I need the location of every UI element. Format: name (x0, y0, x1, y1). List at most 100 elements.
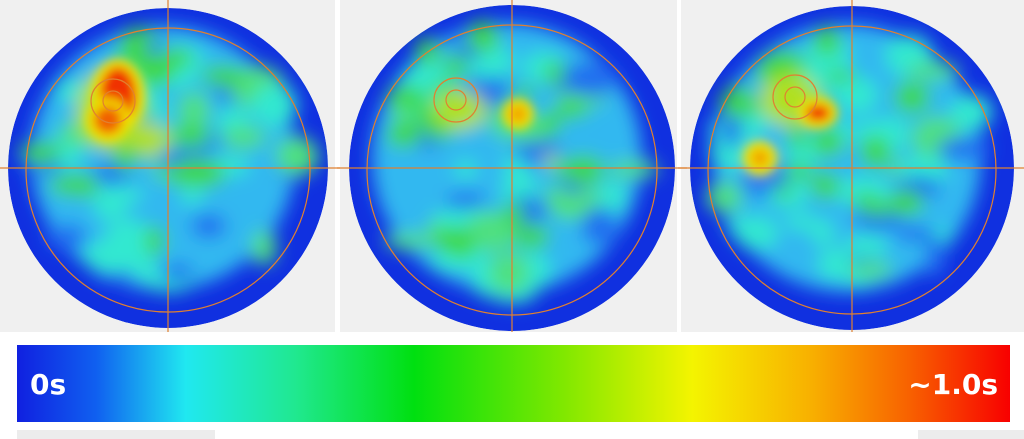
heat-blob (895, 225, 935, 243)
heat-blob (386, 122, 422, 148)
heat-blob (835, 76, 878, 114)
heat-blob (775, 184, 793, 199)
heat-blob (824, 70, 856, 83)
heat-blob (906, 62, 960, 80)
heat-blob (561, 155, 605, 185)
heat-blob (813, 25, 841, 56)
heatmap (349, 5, 675, 331)
heat-blob (817, 247, 853, 281)
heat-blob (466, 21, 499, 53)
heat-blob (145, 225, 165, 257)
heat-blob (502, 202, 525, 227)
heat-blob (19, 142, 63, 162)
heat-blob (386, 85, 425, 108)
heat-blob (543, 110, 561, 138)
heat-blob (861, 201, 895, 217)
heat-blob (744, 112, 770, 132)
target-ring (445, 89, 467, 111)
guide-circle (25, 27, 311, 313)
heat-blob (180, 186, 205, 205)
overlay (678, 0, 1024, 332)
bottom-strip (918, 430, 1024, 439)
heat-blob (384, 232, 433, 250)
heat-blob (554, 102, 588, 119)
target-ring (784, 86, 806, 108)
heat-blob (607, 160, 660, 178)
heat-blob (811, 219, 835, 246)
heat-blob (184, 160, 225, 187)
heat-blob (893, 82, 931, 113)
guide-circle (707, 25, 997, 315)
colorbar-min-label: 0s (30, 368, 66, 401)
overlay (337, 0, 687, 332)
heat-blob (94, 252, 130, 275)
heat-blob (937, 137, 991, 161)
heat-blob (924, 234, 945, 277)
heat-layer (706, 24, 993, 292)
heat-blob (752, 150, 768, 166)
heat-blob (54, 80, 82, 101)
heat-blob (510, 106, 526, 122)
heat-blob (454, 160, 477, 179)
heat-blob (718, 91, 759, 118)
heat-blob (177, 91, 211, 128)
colorbar-max-label: ~1.0s (908, 368, 998, 401)
heat-blob (724, 217, 775, 236)
heat-blob (859, 136, 891, 168)
heat-layer (502, 98, 534, 130)
heat-blob (597, 181, 626, 214)
heat-blob (130, 123, 170, 157)
heat-blob (581, 207, 619, 246)
heat-blob (159, 264, 196, 283)
heat-blob (706, 181, 743, 214)
heat-blob (543, 153, 557, 167)
heat-blob (465, 211, 518, 252)
target-ring (102, 90, 124, 112)
heat-blob (784, 214, 819, 231)
heat-blob (433, 90, 487, 130)
heat-blob (201, 65, 246, 87)
heat-blob (94, 106, 122, 134)
heat-blob (125, 241, 153, 278)
guide-circle (366, 24, 658, 316)
heat-blob (514, 224, 550, 249)
heat-blob (444, 53, 467, 79)
heat-blob (844, 234, 888, 258)
heat-blob (849, 261, 894, 279)
heat-blob (94, 192, 128, 221)
target-ring (772, 74, 818, 120)
heat-blob (275, 135, 319, 177)
heat-blob (221, 126, 267, 150)
heat-blob (160, 48, 193, 68)
heat-blob (511, 85, 537, 101)
heat-blob (811, 171, 839, 200)
heat-blob (113, 142, 136, 171)
bottom-strip (17, 430, 215, 439)
heat-blob (68, 174, 99, 198)
heat-layer (744, 97, 838, 174)
heat-blob (120, 27, 159, 44)
heat-blob (788, 122, 806, 151)
heat-blob (489, 251, 529, 294)
heat-blob (252, 83, 298, 127)
heat-blob (806, 105, 830, 121)
heat-blob (544, 61, 565, 86)
heat-blob (434, 227, 476, 254)
heat-blob (251, 229, 277, 266)
heat-blob (888, 190, 924, 216)
target-ring (90, 78, 136, 124)
heat-blob (169, 125, 212, 148)
heatmaps (0, 0, 1024, 332)
heat-blob (191, 213, 227, 239)
heat-blob (812, 130, 843, 153)
overlay (0, 0, 340, 332)
heat-blob (783, 163, 814, 180)
heat-blob (434, 208, 470, 229)
heat-blob (478, 46, 515, 78)
heat-blob (545, 179, 600, 220)
heat-blob (415, 97, 433, 127)
heat-blob (46, 223, 87, 250)
colorbar (17, 345, 1010, 422)
heat-blob (950, 94, 993, 131)
